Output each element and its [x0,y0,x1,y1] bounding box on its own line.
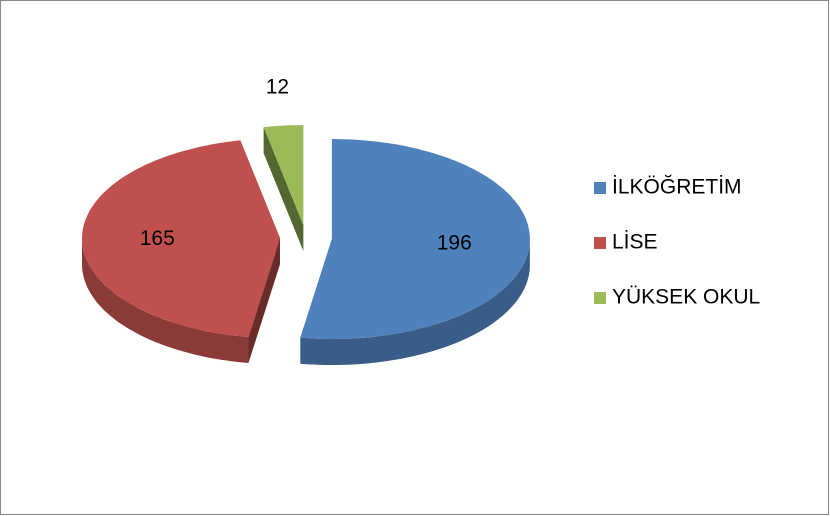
data-label: 165 [140,227,175,250]
legend-label: İLKÖĞRETİM [612,176,742,199]
pie-slice [82,140,281,337]
legend-label: LİSE [612,231,658,254]
slice-side [82,238,249,363]
legend-swatch [594,237,606,249]
pie: 196 165 12 [82,75,530,365]
pie-slice [300,139,530,339]
data-label: 12 [266,75,289,98]
legend-swatch [594,292,606,304]
slice-wall [248,238,281,363]
slice-wall [263,127,304,252]
legend-label: YÜKSEK OKUL [612,286,760,309]
data-label: 196 [437,232,472,255]
pie-slice [263,125,304,226]
legend: İLKÖĞRETİM LİSE YÜKSEK OKUL [594,176,760,309]
slice-side [300,239,530,365]
legend-swatch [594,182,606,194]
